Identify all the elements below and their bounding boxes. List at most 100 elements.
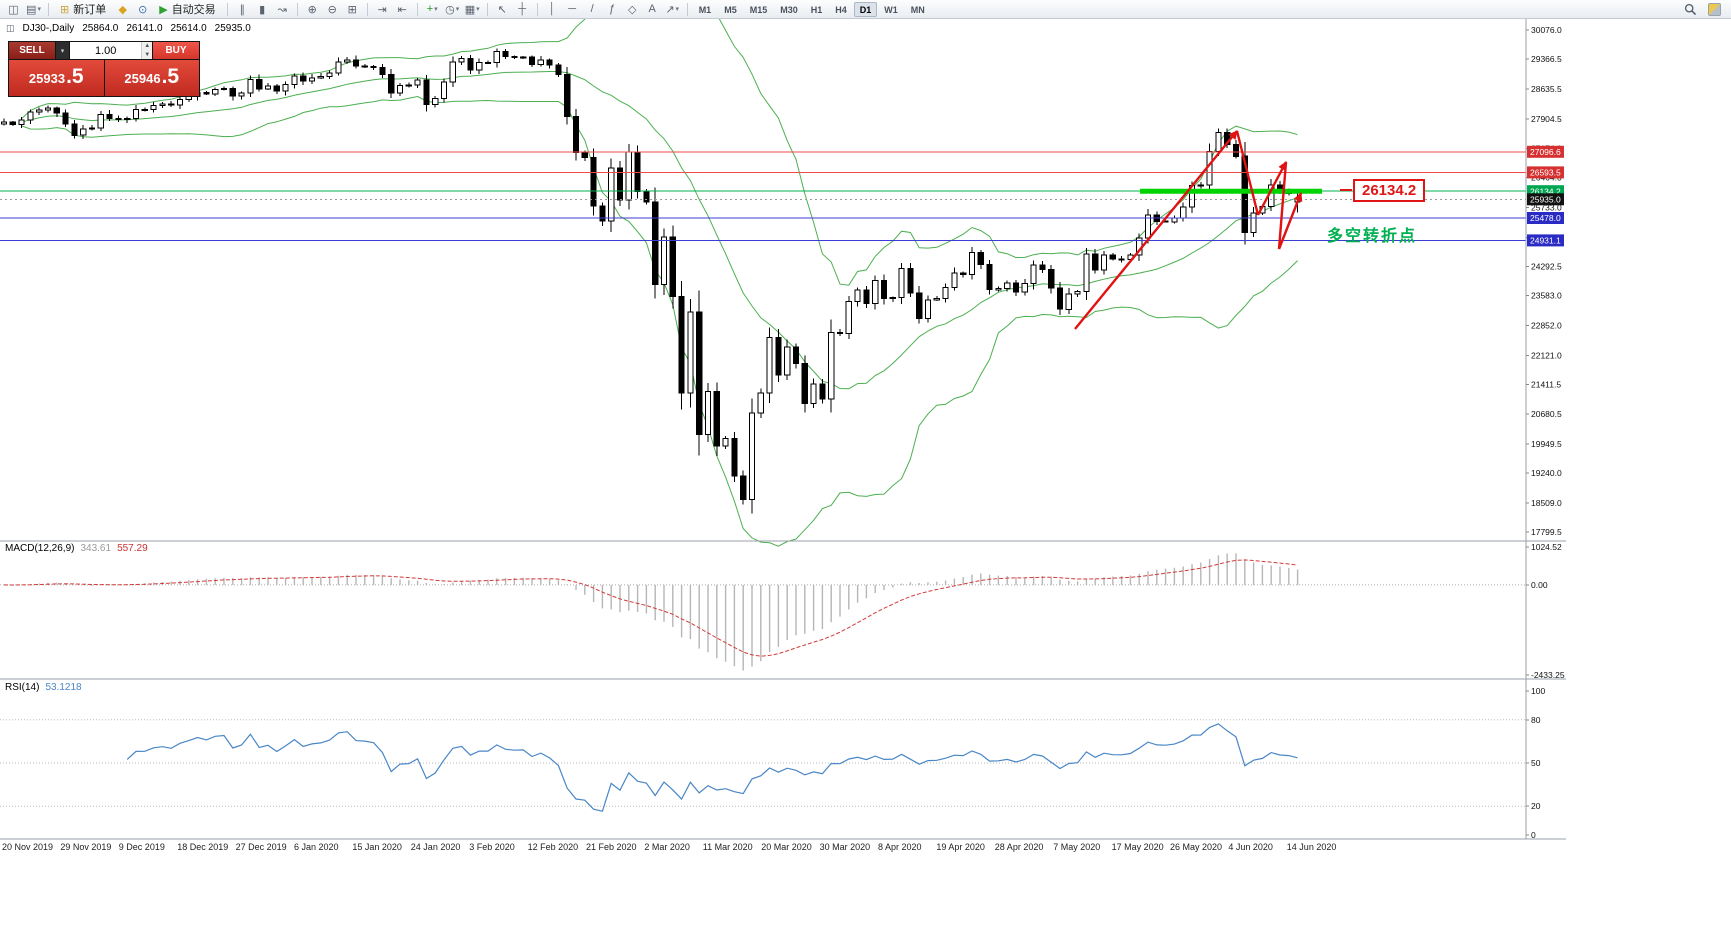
sell-price-display[interactable]: 25933 .5 (9, 60, 104, 96)
search-icon[interactable] (1681, 1, 1700, 17)
market-watch-icon[interactable]: ⊙ (138, 3, 148, 16)
new-order-button[interactable]: ⊞ 新订单 (60, 3, 107, 17)
chart-annotations (1074, 130, 1322, 330)
zoom-out-icon[interactable]: ⊖ (327, 3, 337, 16)
sell-button[interactable]: SELL (9, 42, 55, 59)
timeframe-m15[interactable]: M15 (749, 4, 768, 15)
timeframe-m5[interactable]: M5 (724, 4, 737, 15)
trendline-tool-icon[interactable]: / (590, 3, 594, 15)
svg-text:20680.5: 20680.5 (1531, 409, 1562, 419)
svg-text:25733.0: 25733.0 (1531, 203, 1562, 213)
community-icon[interactable] (1708, 2, 1721, 16)
arrows-tool-icon[interactable]: ↗ ▾ (665, 3, 680, 16)
svg-text:19240.0: 19240.0 (1531, 468, 1562, 478)
svg-text:8 Apr 2020: 8 Apr 2020 (878, 842, 922, 852)
svg-text:0: 0 (1531, 830, 1536, 840)
indicator-flash-icon[interactable]: ◆ (118, 3, 127, 16)
text-tool-icon[interactable]: A (648, 3, 656, 15)
svg-text:29 Nov 2019: 29 Nov 2019 (60, 842, 111, 852)
zoom-in-icon[interactable]: ⊕ (307, 3, 317, 16)
crosshair-tool-icon[interactable]: ┼ (518, 3, 527, 15)
candlestick-mode-icon[interactable]: ▮ (259, 3, 266, 16)
turning-point-annotation: 多空转折点 (1327, 228, 1418, 245)
key-level-callout[interactable]: 26134.2 (1339, 179, 1426, 202)
svg-text:0.00: 0.00 (1531, 580, 1548, 590)
timeframe-w1[interactable]: W1 (884, 4, 898, 15)
timeframe-h1[interactable]: H1 (810, 4, 823, 15)
svg-text:50: 50 (1531, 758, 1541, 768)
price-chart-canvas[interactable]: 30076.029366.528635.527904.527174.026464… (0, 19, 1566, 855)
chart-header: ◫ DJ30-,Daily 25864.0 26141.0 25614.0 25… (6, 23, 251, 34)
svg-text:26134.2: 26134.2 (1530, 186, 1561, 196)
svg-text:100: 100 (1531, 686, 1545, 696)
ohlc-open: 25864.0 (82, 23, 119, 34)
timeframe-m30[interactable]: M30 (780, 4, 798, 15)
rsi-name: RSI(14) (5, 682, 40, 693)
volume-dropdown-caret[interactable]: ▾ (56, 42, 69, 59)
auto-trading-button[interactable]: ▶ 自动交易 (159, 3, 216, 17)
toolbar-separator (366, 2, 368, 16)
cursor-tool-icon[interactable]: ↖ (497, 3, 507, 16)
svg-text:1024.52: 1024.52 (1531, 542, 1562, 552)
new-chart-icon[interactable]: ◫ (8, 3, 19, 16)
shapes-tool-icon[interactable]: ◇ (627, 3, 637, 16)
svg-text:28 Apr 2020: 28 Apr 2020 (995, 842, 1044, 852)
svg-text:19 Apr 2020: 19 Apr 2020 (936, 842, 985, 852)
volume-up-button[interactable]: ▲ (142, 42, 152, 51)
sell-price-frac: .5 (66, 65, 84, 88)
buy-price-frac: .5 (161, 65, 180, 88)
price-tags: 27096.6 26593.5 26134.2 25478.0 24931.1 25935… (1527, 145, 1564, 247)
svg-text:4 Jun 2020: 4 Jun 2020 (1228, 842, 1273, 852)
horizontal-line-tool-icon[interactable]: ─ (568, 3, 577, 15)
svg-text:24 Jan 2020: 24 Jan 2020 (411, 842, 461, 852)
bollinger-bands (21, 19, 1298, 547)
toolbar-separator (686, 2, 688, 16)
toolbar-separator (536, 2, 538, 16)
chart-profiles-icon[interactable]: ▤ ▾ (26, 3, 41, 16)
svg-text:22852.0: 22852.0 (1531, 320, 1562, 330)
chart-window[interactable]: 30076.029366.528635.527904.527174.026464… (0, 19, 1566, 855)
volume-input[interactable] (70, 42, 142, 59)
svg-text:6 Jan 2020: 6 Jan 2020 (294, 842, 339, 852)
tile-windows-icon[interactable]: ⊞ (347, 3, 357, 16)
top-toolbar: ◫ ▤ ▾ ⊞ 新订单 ◆ ⊙ ▶ 自动交易 ∥ ▮ ↝ ⊕ ⊖ ⊞ ⇥ ⇤ + ▾ ◷ ▾ ▦ ▾ ↖ ┼ │ ─ / ƒ ◇ A ↗ ▾ M1… (0, 0, 1731, 19)
chart-shift-icon[interactable]: ⇤ (397, 3, 407, 16)
horizontal-level-lines (0, 151, 1526, 241)
timeframe-h4[interactable]: H4 (835, 4, 847, 15)
buy-price-main: 25946 (124, 71, 161, 86)
vertical-line-tool-icon[interactable]: │ (548, 3, 556, 15)
indicators-add-icon[interactable]: + ▾ (426, 3, 438, 15)
ohlc-low: 25614.0 (170, 23, 207, 34)
buy-button[interactable]: BUY (153, 42, 199, 59)
toolbar-separator (226, 2, 228, 16)
timeframe-m1[interactable]: M1 (698, 4, 712, 15)
fibonacci-tool-icon[interactable]: ƒ (609, 3, 616, 15)
macd-main-value: 343.61 (80, 543, 112, 554)
ohlc-high: 26141.0 (126, 23, 163, 34)
svg-text:3 Feb 2020: 3 Feb 2020 (469, 842, 515, 852)
bar-chart-mode-icon[interactable]: ∥ (239, 3, 245, 16)
toolbar-separator (296, 2, 298, 16)
timeframe-mn[interactable]: MN (910, 4, 925, 15)
svg-text:25935.0: 25935.0 (1530, 195, 1561, 205)
svg-text:30 Mar 2020: 30 Mar 2020 (820, 842, 871, 852)
rsi-panel (0, 719, 1526, 812)
svg-text:7 May 2020: 7 May 2020 (1053, 842, 1100, 852)
chart-symbol-period: DJ30-,Daily (22, 23, 75, 34)
timeframe-d1[interactable]: D1 (853, 1, 878, 17)
auto-scroll-icon[interactable]: ⇥ (377, 3, 387, 16)
buy-price-display[interactable]: 25946 .5 (104, 60, 199, 96)
line-chart-mode-icon[interactable]: ↝ (277, 3, 287, 16)
svg-text:26593.5: 26593.5 (1530, 168, 1561, 178)
candles-layer (0, 48, 1301, 514)
macd-name: MACD(12,26,9) (5, 543, 75, 554)
periods-icon[interactable]: ◷ ▾ (445, 3, 460, 16)
macd-panel (0, 553, 1526, 671)
toolbar-separator (486, 2, 488, 16)
volume-down-button[interactable]: ▼ (142, 50, 152, 59)
toolbar-separator (48, 2, 49, 16)
svg-text:15 Jan 2020: 15 Jan 2020 (352, 842, 402, 852)
templates-icon[interactable]: ▦ ▾ (464, 3, 480, 16)
svg-text:9 Dec 2019: 9 Dec 2019 (119, 842, 165, 852)
